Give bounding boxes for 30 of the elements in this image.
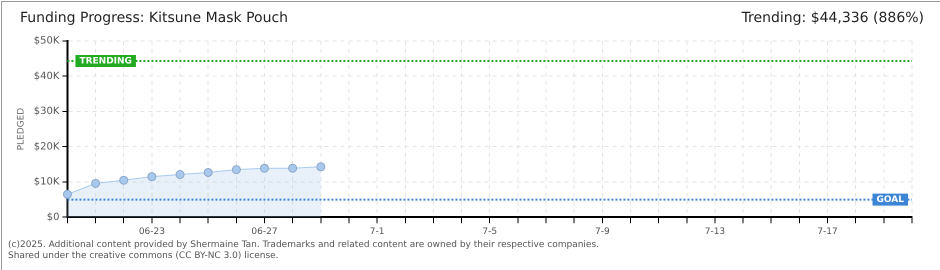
- x-tick-label: 7-17: [817, 226, 838, 237]
- chart-title: Funding Progress: Kitsune Mask Pouch: [20, 10, 288, 28]
- y-tick-label: $30K: [34, 106, 60, 118]
- point: [232, 165, 241, 174]
- y-axis-title: PLEDGED: [16, 108, 27, 150]
- y-tick-label: $50K: [34, 36, 60, 47]
- text: Shared under the creative commons (CC BY-NC 3.0) license.: [8, 251, 280, 262]
- ref-line-label: GOAL: [876, 194, 904, 205]
- y-tick-label: $20K: [34, 141, 60, 152]
- point: [316, 162, 326, 172]
- x-tick-label: 06-23: [138, 226, 165, 237]
- text: (c)2025. Additional content provided by Shermaine Tan. Trademarks and related content are owned by their respective companies.: [8, 240, 600, 251]
- y-tick-label: $0: [46, 212, 60, 223]
- point: [176, 170, 185, 180]
- x-tick-label: 7-13: [704, 226, 726, 237]
- y-tick-label: $40K: [34, 70, 60, 82]
- x-tick-label: 7-5: [482, 226, 498, 237]
- point: [91, 178, 100, 188]
- point: [119, 176, 128, 185]
- point: [147, 172, 156, 182]
- point: [288, 164, 298, 173]
- ref-line-label: TRENDING: [79, 56, 132, 66]
- y-tick-label: $10K: [34, 176, 60, 188]
- x-tick-label: 7-9: [594, 226, 610, 237]
- x-tick-label: 06-27: [251, 226, 278, 237]
- point: [204, 168, 213, 177]
- x-tick-label: 7-1: [370, 226, 384, 237]
- point: [260, 164, 270, 173]
- point: [62, 190, 72, 199]
- chart-subtitle: Trending: $44,336 (886%): [742, 10, 924, 28]
